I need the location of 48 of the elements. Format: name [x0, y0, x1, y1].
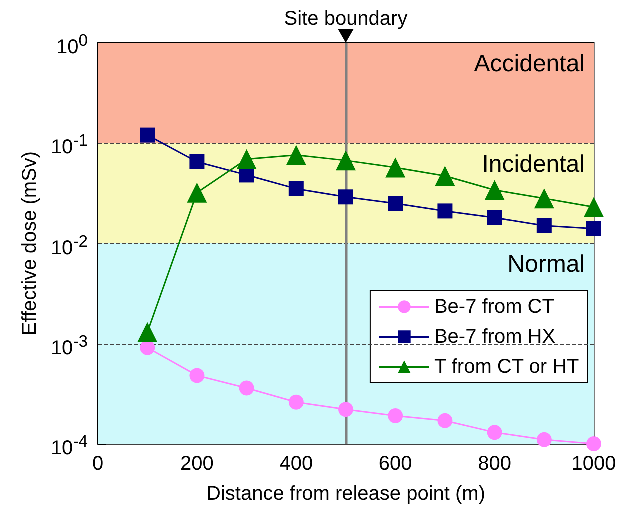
legend-label: Be-7 from HX [434, 326, 556, 348]
point [338, 402, 354, 418]
y-tick-label: 10$^{-1}$ [50, 130, 88, 160]
point [288, 181, 304, 196]
point [140, 128, 156, 143]
point [435, 166, 456, 186]
x-tick-label: 400 [278, 452, 314, 476]
point [586, 221, 602, 236]
x-tick-label: 1000 [570, 452, 618, 476]
point [584, 197, 604, 218]
point [239, 380, 254, 396]
point [288, 394, 304, 410]
y-axis-title: Effective dose (mSv) [19, 151, 41, 336]
ref-line-label: Site boundary [284, 8, 408, 30]
point [388, 408, 404, 424]
point [190, 154, 205, 170]
point [536, 432, 552, 448]
point [536, 218, 552, 234]
x-tick-label: 200 [180, 452, 215, 476]
y-tick-label: 10$^{0}$ [56, 30, 88, 60]
point [140, 340, 156, 356]
band-label: Normal [508, 251, 585, 278]
y-tick-label: 10$^{-4}$ [50, 431, 88, 461]
point [484, 180, 505, 200]
point [336, 150, 356, 171]
point [338, 190, 354, 205]
point [187, 182, 208, 203]
x-tick-label: 800 [477, 452, 512, 476]
point [534, 188, 554, 209]
point [438, 413, 453, 428]
point [388, 196, 404, 212]
point [190, 368, 205, 384]
x-tick-label: 600 [378, 452, 414, 476]
legend-label: T from CT or HT [434, 356, 580, 378]
point [386, 158, 406, 178]
band-label: Incidental [482, 150, 585, 178]
point [286, 145, 306, 166]
point [487, 210, 502, 226]
point [438, 204, 453, 219]
legend-label: Be-7 from CT [434, 296, 554, 318]
band-label: Accidental [474, 50, 585, 78]
y-tick-label: 10$^{-3}$ [50, 330, 88, 360]
point [236, 149, 257, 170]
x-tick-label: 0 [92, 453, 104, 475]
y-tick-label: 10$^{-2}$ [50, 230, 88, 260]
x-axis-title: Distance from release point (m) [206, 483, 486, 505]
point [487, 425, 502, 440]
point [138, 322, 158, 342]
